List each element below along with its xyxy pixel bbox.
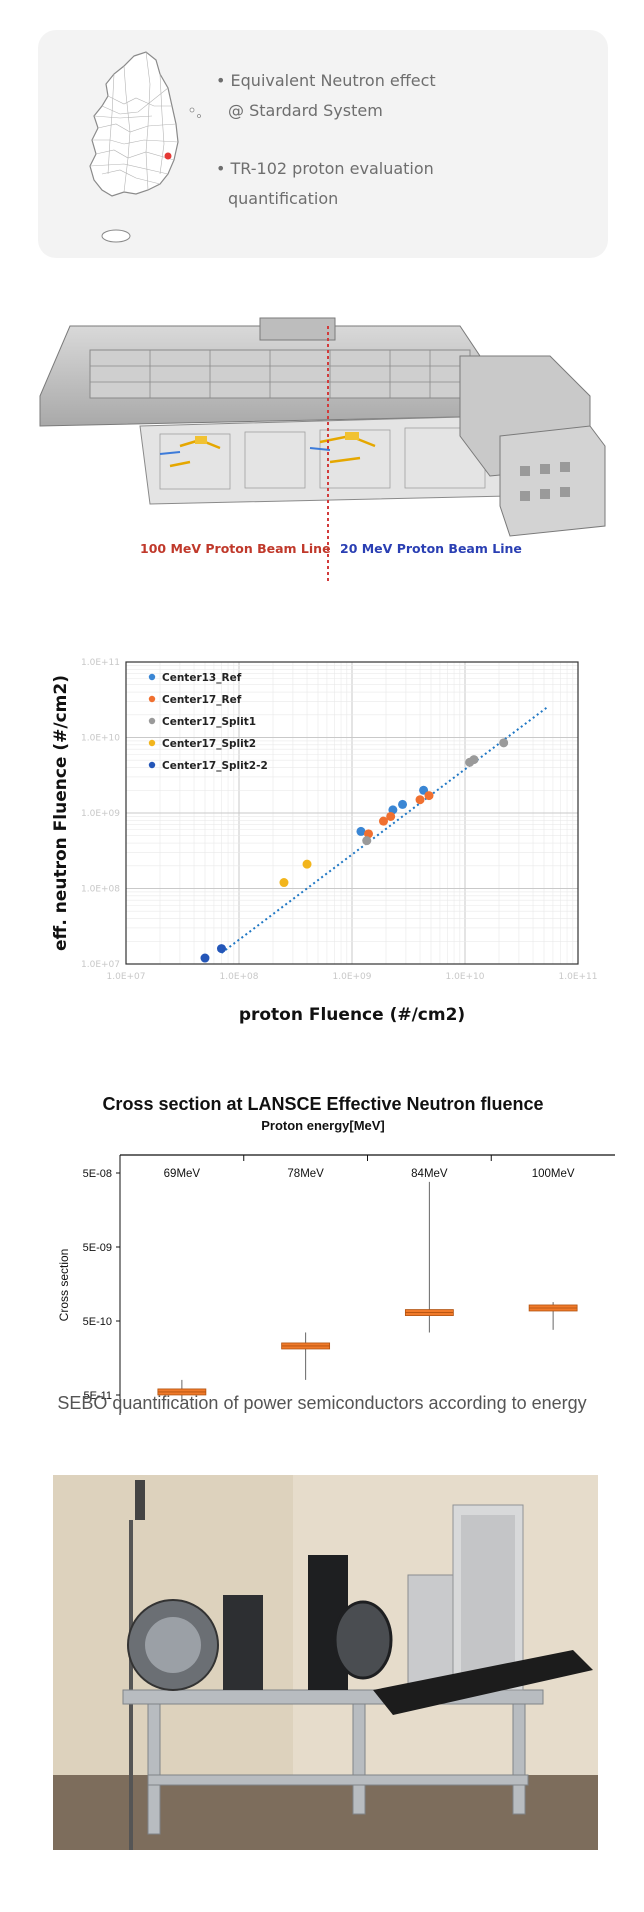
scatter-point <box>362 836 372 846</box>
scatter-x-tick-label: 1.0E+07 <box>107 972 146 982</box>
cross-chart-subtitle: Proton energy[MeV] <box>261 1118 385 1133</box>
scatter-y-tick-label: 1.0E+10 <box>81 734 120 744</box>
scatter-point <box>415 795 425 805</box>
scatter-x-tick-label: 1.0E+09 <box>333 972 372 982</box>
bullet-2-line-2: quantification <box>228 189 339 208</box>
label-20mev-beam-line: 20 MeV Proton Beam Line <box>340 541 522 556</box>
cross-section-chart: Cross section at LANSCE Effective Neutro… <box>57 1094 615 1415</box>
legend-label: Center17_Split2 <box>162 738 256 750</box>
scatter-point <box>386 811 396 821</box>
scatter-plot-area <box>125 661 579 965</box>
facility-drawing <box>39 317 606 584</box>
bullet-2: • TR-102 proton evaluation quantificatio… <box>216 154 434 214</box>
legend-marker <box>148 673 156 681</box>
equipment-photo <box>53 1475 598 1850</box>
cross-category-label: 69MeV <box>164 1168 201 1180</box>
scatter-point <box>302 859 312 869</box>
scatter-point <box>200 953 210 963</box>
location-marker <box>164 152 172 160</box>
scatter-x-tick-label: 1.0E+08 <box>220 972 259 982</box>
scatter-point <box>424 791 434 801</box>
bullet-1: • Equivalent Neutron effect @ Stardard S… <box>216 66 436 126</box>
cross-category-label: 100MeV <box>532 1168 575 1180</box>
cross-chart-title: Cross section at LANSCE Effective Neutro… <box>102 1094 543 1114</box>
cross-y-tick-label: 5E-09 <box>83 1242 112 1254</box>
scatter-y-tick-label: 1.0E+11 <box>81 658 120 668</box>
label-100mev-beam-line: 100 MeV Proton Beam Line <box>140 541 331 556</box>
bullet-2-line-1: TR-102 proton evaluation <box>230 159 434 178</box>
legend-marker <box>148 761 156 769</box>
legend-marker <box>148 695 156 703</box>
facility-illustration: 100 MeV Proton Beam Line 20 MeV Proton B… <box>30 316 614 584</box>
scatter-y-tick-label: 1.0E+08 <box>81 885 120 895</box>
scatter-point <box>469 755 479 765</box>
cross-category-label: 78MeV <box>287 1168 324 1180</box>
scatter-x-axis-label: proton Fluence (#/cm2) <box>239 1005 465 1025</box>
caption: SEBO quantification of power semiconduct… <box>57 1393 587 1413</box>
scatter-y-tick-label: 1.0E+09 <box>81 809 120 819</box>
bullet-1-line-1: Equivalent Neutron effect <box>230 71 436 90</box>
cross-category-label: 84MeV <box>411 1168 448 1180</box>
scatter-point <box>499 738 509 748</box>
korea-map-image <box>89 51 201 243</box>
scatter-point <box>279 878 289 888</box>
legend-marker <box>148 717 156 725</box>
scatter-gridlines <box>125 662 578 965</box>
cross-chart-y-axis-label: Cross section <box>57 1249 71 1322</box>
cross-y-tick-label: 5E-08 <box>83 1168 112 1180</box>
scatter-x-tick-label: 1.0E+11 <box>559 972 598 982</box>
scatter-point <box>364 829 374 839</box>
cross-y-tick-label: 5E-11 <box>83 1390 112 1402</box>
legend-label: Center17_Ref <box>162 694 242 706</box>
scatter-point <box>356 826 366 836</box>
legend-label: Center17_Split1 <box>162 716 256 728</box>
bullet-1-line-2: @ Stardard System <box>228 101 383 120</box>
scatter-point <box>378 816 388 826</box>
legend-label: Center17_Split2-2 <box>162 760 268 772</box>
scatter-y-tick-label: 1.0E+07 <box>81 960 120 970</box>
legend-label: Center13_Ref <box>162 672 242 684</box>
cross-y-tick-label: 5E-10 <box>83 1316 112 1328</box>
scatter-point <box>398 799 408 809</box>
scatter-point <box>216 944 226 954</box>
info-card: • Equivalent Neutron effect @ Stardard S… <box>38 30 608 258</box>
scatter-trendline <box>220 705 550 954</box>
scatter-y-axis-label: eff. neutron Fluence (#/cm2) <box>51 675 71 951</box>
legend-marker <box>148 739 156 747</box>
fluence-scatter-chart: 1.0E+07 1.0E+08 1.0E+09 1.0E+10 1.0E+11 1.0E… <box>51 658 598 1025</box>
scatter-x-tick-label: 1.0E+10 <box>446 972 485 982</box>
